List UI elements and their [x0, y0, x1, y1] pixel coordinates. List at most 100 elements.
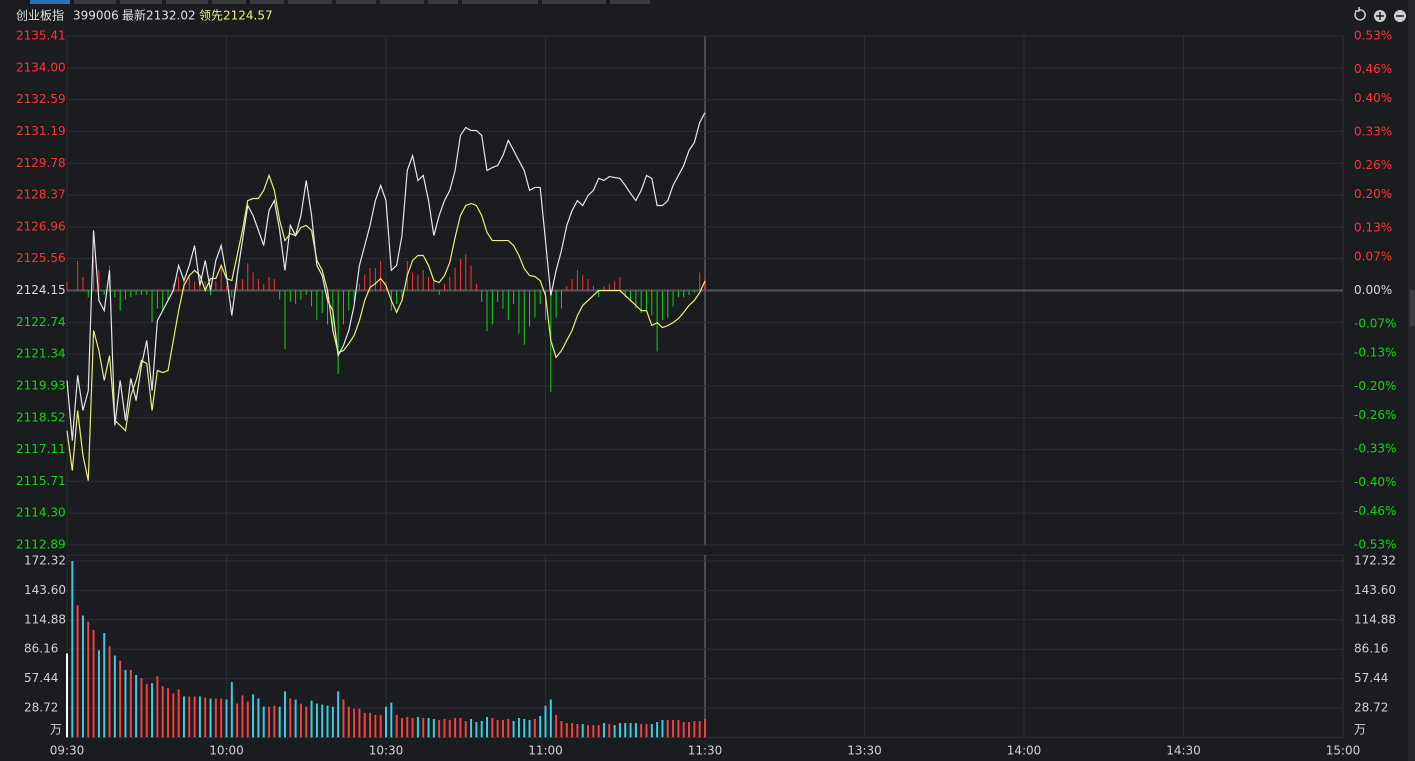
volume-bar [390, 702, 393, 738]
volume-bar [66, 653, 68, 738]
volume-bar [618, 723, 621, 738]
volume-bar [347, 706, 350, 738]
toolbar-button[interactable] [428, 0, 458, 4]
volume-bar [172, 693, 175, 738]
volume-bar [283, 691, 286, 738]
volume-bar [358, 708, 361, 738]
index-code: 399006 [73, 9, 119, 23]
y-tick-label: 86.16 [24, 642, 58, 656]
toolbar-button[interactable] [166, 0, 208, 4]
legend-lead: 领先 [199, 9, 223, 23]
y-tick-label: 172.32 [24, 554, 66, 568]
volume-bar [400, 717, 403, 738]
volume-bar [587, 725, 590, 738]
volume-bar [491, 717, 494, 738]
y-tick-label: 2122.74 [16, 315, 66, 329]
toolbar-button[interactable] [212, 0, 246, 4]
volume-bar [140, 678, 143, 738]
volume-bar [321, 704, 324, 738]
volume-bar [656, 722, 659, 738]
y-tick-label: 2126.96 [16, 219, 66, 233]
volume-bar [512, 721, 515, 738]
volume-bar [315, 703, 318, 738]
volume-bar [374, 714, 377, 738]
volume-bar [560, 721, 563, 738]
y-tick-label: 2112.89 [16, 538, 66, 552]
y-tick-label: 2125.56 [16, 251, 66, 265]
volume-bar [337, 691, 340, 738]
y-tick-label: 2118.52 [16, 410, 66, 424]
volume-bar [507, 718, 510, 738]
y2-tick-label: 0.13% [1354, 221, 1392, 235]
y2-tick-label: 0.40% [1354, 91, 1392, 105]
volume-bar [273, 705, 276, 738]
volume-bar [151, 683, 154, 738]
volume-bar [613, 725, 616, 738]
volume-bar [209, 698, 212, 738]
toolbar-button[interactable] [336, 0, 376, 4]
toolbar-button[interactable] [610, 0, 650, 4]
y-tick-label: 143.60 [24, 583, 66, 597]
zoom-in-plus [1376, 12, 1384, 20]
y-tick-label: 172.32 [1354, 554, 1396, 568]
y-tick-label: 114.88 [24, 612, 66, 626]
volume-bar [241, 695, 244, 738]
y-tick-label: 2131.19 [16, 124, 66, 138]
y2-tick-label: -0.26% [1354, 408, 1396, 422]
volume-bar [677, 719, 680, 738]
volume-bar [459, 717, 462, 738]
volume-bar [480, 721, 483, 738]
volume-bar [331, 706, 334, 738]
volume-bar [608, 724, 611, 738]
unit-label: 万 [50, 723, 62, 737]
volume-bar [682, 722, 685, 738]
volume-bar [246, 701, 249, 738]
volume-bar [688, 722, 691, 738]
y2-tick-label: -0.07% [1354, 317, 1396, 331]
volume-bar [326, 705, 329, 738]
volume-bar [640, 724, 643, 738]
y-tick-label: 2117.11 [16, 442, 66, 456]
price-line [66, 112, 706, 441]
toolbar-button[interactable] [250, 0, 284, 4]
volume-bar [182, 696, 185, 738]
volume-bar [470, 718, 473, 738]
volume-bar [549, 699, 552, 738]
y2-tick-label: -0.33% [1354, 441, 1396, 455]
y2-tick-label: 0.33% [1354, 125, 1392, 139]
toolbar-button[interactable] [120, 0, 162, 4]
toolbar-button[interactable] [30, 0, 70, 4]
volume-bar [299, 703, 302, 738]
volume-bar [204, 697, 207, 738]
y2-tick-label: -0.53% [1354, 538, 1396, 552]
toolbar-button[interactable] [288, 0, 332, 4]
volume-bar [177, 689, 180, 738]
volume-bar [528, 719, 531, 738]
y-tick-label: 2114.30 [16, 506, 66, 520]
reset-icon[interactable] [1354, 7, 1366, 21]
toolbar-button[interactable] [542, 0, 606, 4]
volume-bar [385, 706, 387, 738]
volume-bar [76, 605, 79, 738]
toolbar-button[interactable] [462, 0, 538, 4]
volume-bar [704, 718, 706, 738]
x-tick-label: 11:30 [688, 744, 723, 758]
y2-tick-label: 0.00% [1354, 283, 1392, 297]
toolbar-button[interactable] [74, 0, 116, 4]
volume-bar [406, 716, 409, 738]
y-tick-label: 2132.59 [16, 92, 66, 106]
volume-bar [156, 675, 159, 738]
y2-tick-label: -0.40% [1354, 475, 1396, 489]
y-tick-label: 2129.78 [16, 156, 66, 170]
volume-bar [161, 686, 164, 738]
toolbar-button[interactable] [380, 0, 424, 4]
volume-bar [475, 722, 478, 738]
volume-bar [289, 698, 292, 738]
volume-bar [103, 632, 106, 738]
y-tick-label: 2134.00 [16, 60, 66, 74]
y-tick-label: 2135.41 [16, 29, 66, 43]
volume-bar [645, 724, 648, 738]
y2-tick-label: 0.53% [1354, 29, 1392, 43]
